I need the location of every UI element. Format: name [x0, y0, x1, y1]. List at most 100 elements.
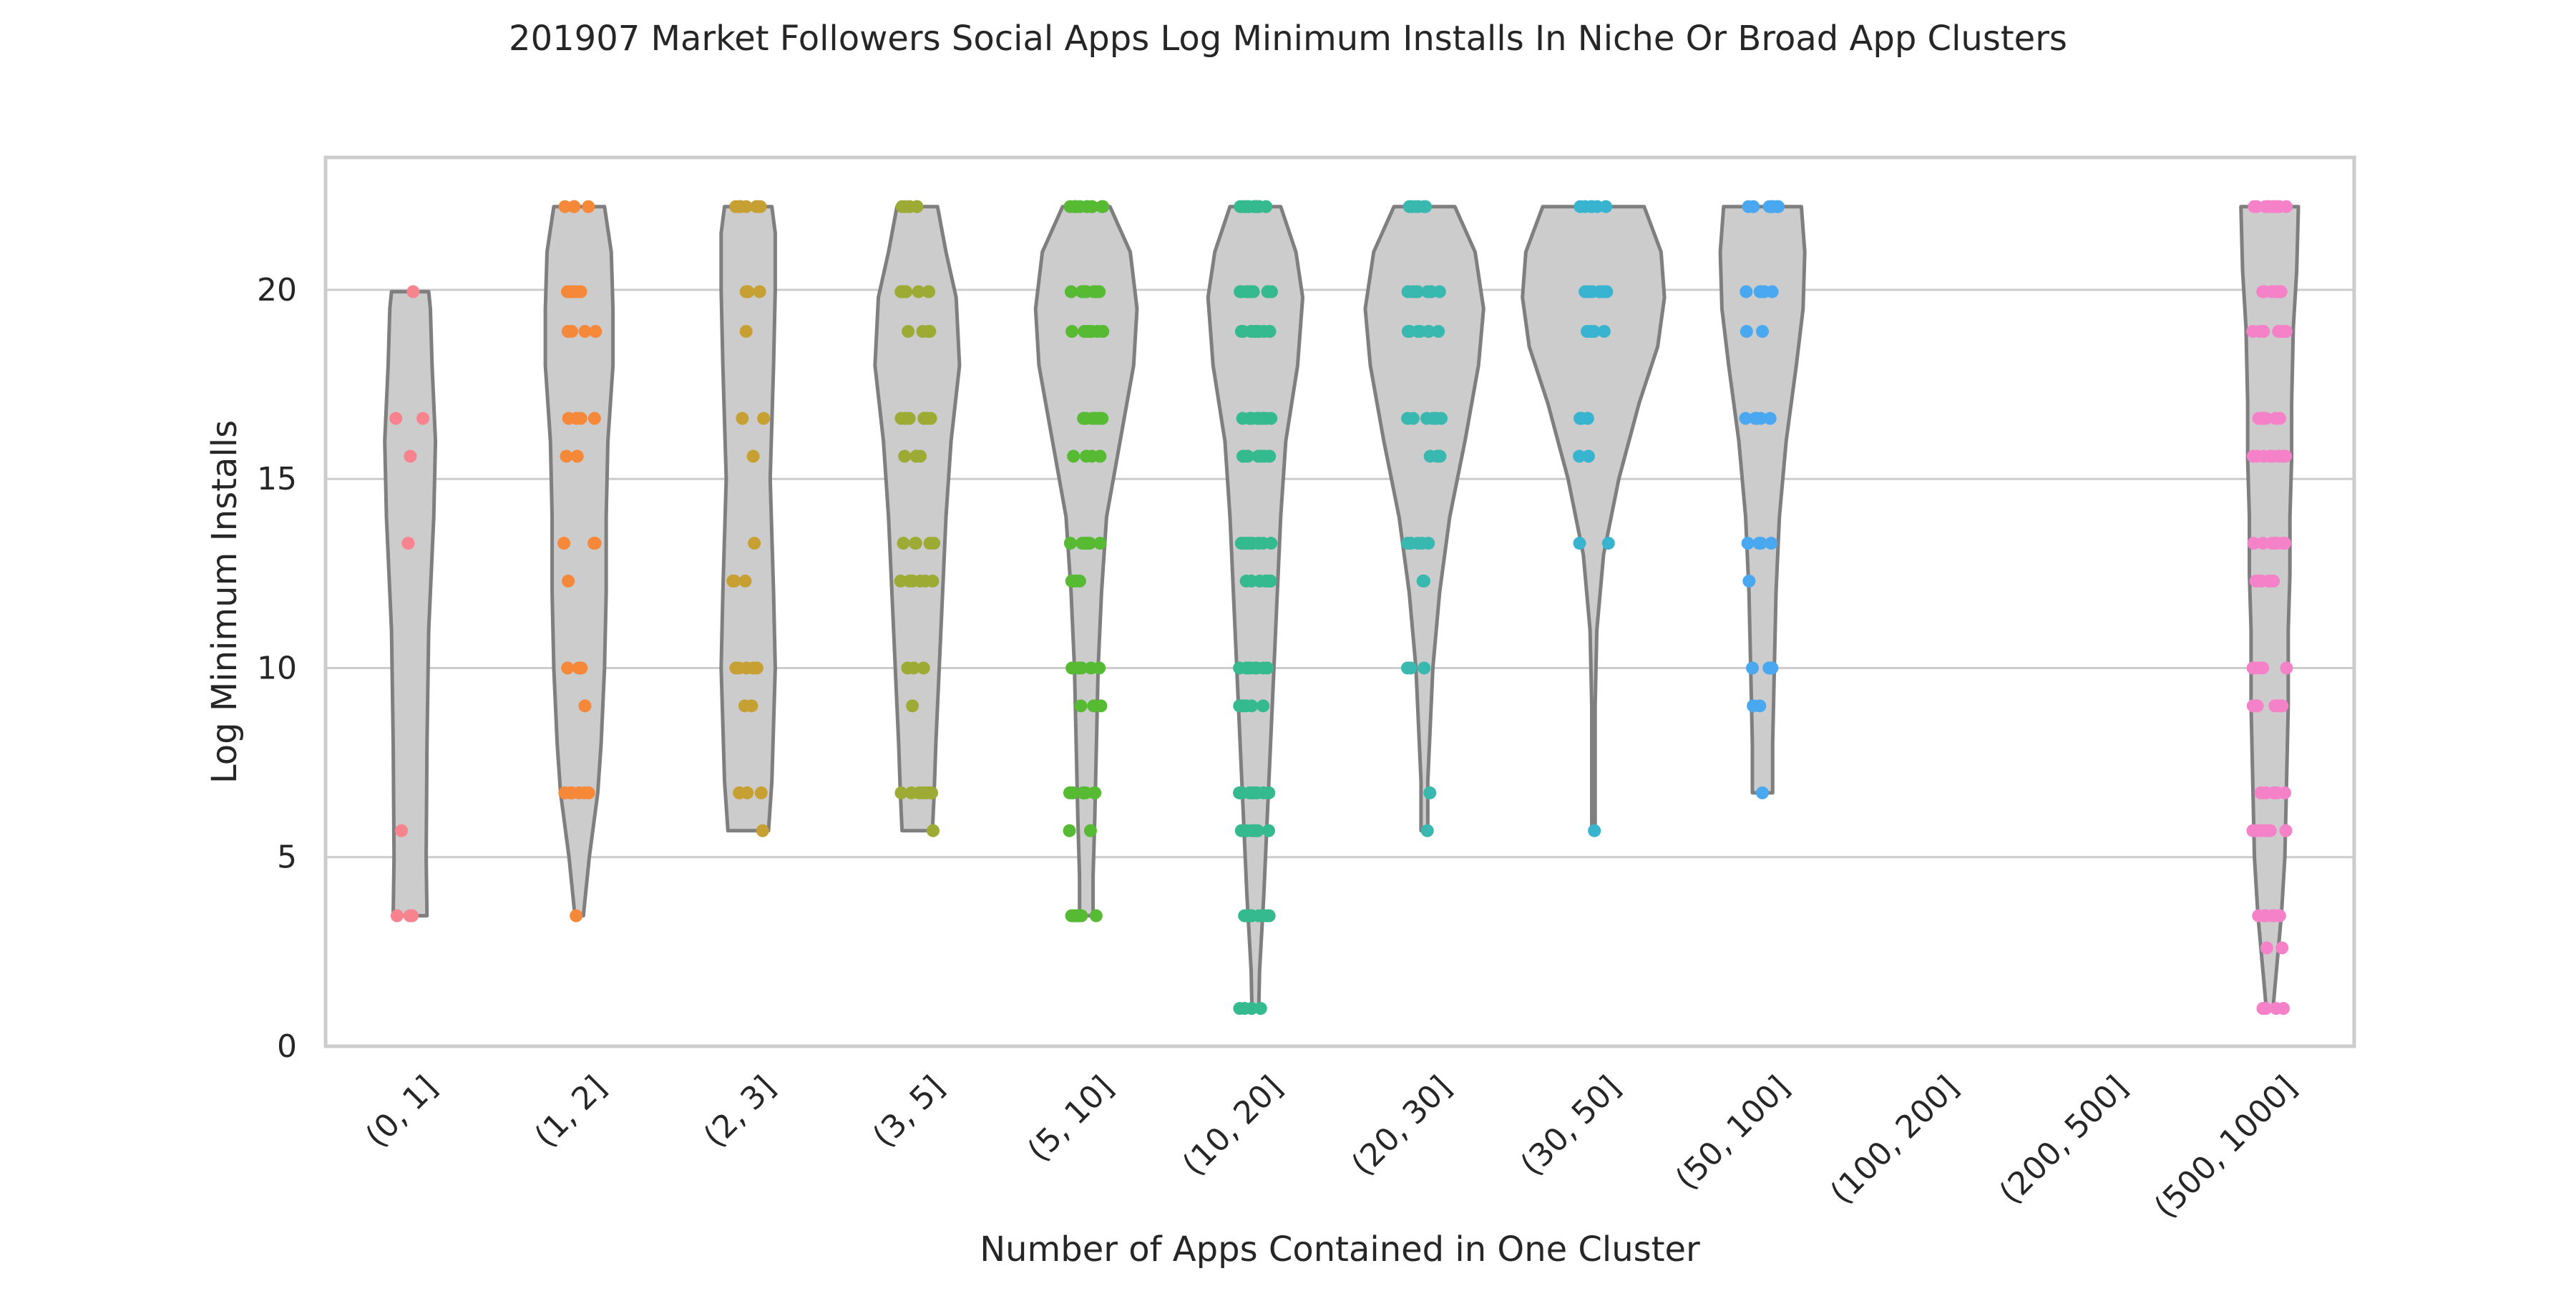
data-point	[1085, 325, 1098, 338]
data-point	[1401, 661, 1415, 675]
x-tick-label: (30, 50]	[1513, 1069, 1627, 1183]
violin-body	[543, 205, 615, 918]
data-point	[1063, 786, 1076, 799]
data-point	[1087, 699, 1101, 713]
data-point	[2268, 699, 2282, 713]
data-point	[2263, 824, 2277, 837]
data-point	[2256, 537, 2270, 550]
data-point	[1425, 285, 1438, 298]
data-point	[1257, 699, 1270, 713]
data-point	[416, 411, 430, 425]
data-point	[1234, 285, 1247, 298]
data-point	[2249, 574, 2263, 588]
data-point	[587, 411, 601, 425]
data-point	[1601, 537, 1615, 550]
data-point	[1089, 909, 1103, 922]
data-point	[754, 786, 768, 799]
data-point	[1064, 285, 1078, 298]
data-point	[1573, 449, 1586, 463]
data-point	[1753, 285, 1767, 298]
data-point	[560, 449, 573, 463]
data-point	[1739, 411, 1752, 425]
data-point	[1740, 285, 1753, 298]
data-point	[2250, 200, 2263, 213]
data-point	[1259, 909, 1273, 922]
data-point	[578, 325, 592, 338]
strip-points	[389, 200, 2293, 1015]
data-point	[570, 909, 583, 922]
data-point	[1065, 325, 1079, 338]
data-point	[1755, 786, 1769, 799]
data-point	[1083, 824, 1097, 837]
data-point	[588, 537, 602, 550]
data-point	[578, 699, 592, 713]
data-point	[1740, 325, 1753, 338]
violin-body	[719, 205, 777, 833]
data-point	[1264, 537, 1278, 550]
data-point	[1244, 574, 1258, 588]
data-point	[748, 537, 761, 550]
data-point	[1419, 200, 1433, 213]
data-point	[2268, 909, 2281, 922]
data-point	[736, 411, 749, 425]
data-point	[753, 200, 767, 213]
y-axis-label: Log Minimum Installs	[205, 420, 245, 784]
data-point	[2276, 449, 2290, 463]
data-point	[1423, 786, 1437, 799]
data-point	[1249, 824, 1262, 837]
data-point	[2273, 411, 2286, 425]
data-point	[1742, 574, 1756, 588]
y-tick-label: 15	[257, 461, 297, 497]
data-point	[1262, 824, 1275, 837]
data-point	[1254, 1002, 1267, 1015]
data-point	[2247, 537, 2260, 550]
data-point	[2253, 325, 2267, 338]
data-point	[1239, 200, 1252, 213]
gridlines	[326, 288, 2354, 1048]
data-point	[2258, 909, 2271, 922]
data-point	[909, 449, 923, 463]
x-tick-label: (1, 2]	[527, 1069, 613, 1155]
data-point	[1401, 411, 1415, 425]
data-point	[1252, 449, 1265, 463]
data-point	[927, 824, 940, 837]
data-point	[2260, 941, 2273, 955]
data-point	[563, 786, 577, 799]
data-point	[1402, 325, 1416, 338]
data-point	[907, 661, 920, 675]
data-point	[733, 200, 747, 213]
data-point	[1245, 411, 1259, 425]
data-point	[738, 574, 752, 588]
data-point	[1247, 325, 1261, 338]
data-point	[1068, 909, 1082, 922]
data-point	[1747, 200, 1760, 213]
data-point	[917, 411, 931, 425]
data-point	[561, 661, 575, 675]
data-point	[2256, 285, 2270, 298]
data-point	[917, 661, 930, 675]
data-point	[1765, 537, 1778, 550]
data-point	[2256, 661, 2270, 675]
data-point	[574, 411, 587, 425]
data-point	[902, 325, 915, 338]
data-point	[557, 537, 571, 550]
data-point	[2246, 699, 2260, 713]
data-point	[1093, 411, 1107, 425]
x-tick-label: (0, 1]	[358, 1069, 444, 1155]
data-point	[1236, 411, 1249, 425]
data-point	[1415, 537, 1429, 550]
data-point	[1418, 661, 1431, 675]
y-tick-label: 0	[277, 1028, 297, 1065]
data-point	[1430, 449, 1444, 463]
data-point	[562, 574, 575, 588]
data-point	[389, 411, 403, 425]
data-point	[1236, 699, 1249, 713]
y-tick-label: 5	[277, 839, 297, 876]
data-point	[922, 285, 936, 298]
data-point	[582, 200, 595, 213]
x-tick-label: (500, 1000]	[2147, 1069, 2304, 1226]
data-point	[1420, 824, 1434, 837]
data-point	[2269, 1002, 2283, 1015]
data-point	[909, 537, 922, 550]
violin-body	[1718, 205, 1807, 795]
